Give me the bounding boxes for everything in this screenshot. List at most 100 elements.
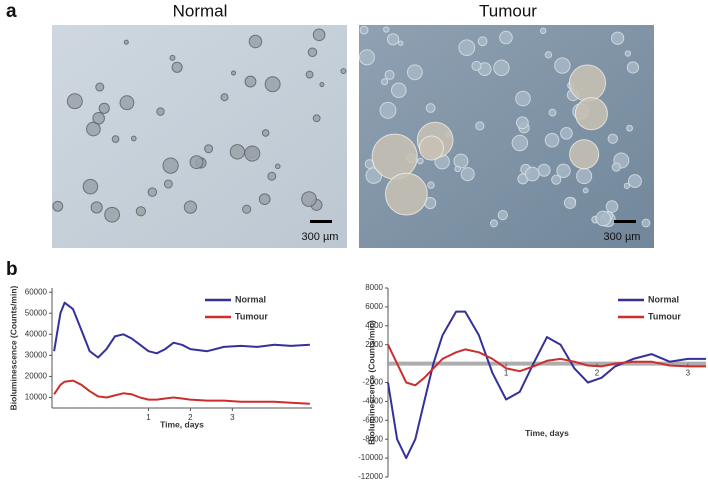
cell	[595, 210, 612, 227]
cell	[111, 135, 120, 143]
scale-label: 300 µm	[302, 231, 339, 243]
cell	[381, 78, 389, 86]
x-tick-label: 1	[504, 369, 509, 378]
y-tick-label: 40000	[25, 329, 48, 338]
cell	[163, 179, 173, 189]
cell	[244, 75, 257, 88]
x-axis-title: Time, days	[525, 428, 569, 438]
cell	[204, 144, 214, 154]
cell	[248, 34, 263, 49]
y-tick-label: -2000	[363, 378, 384, 387]
cell	[244, 145, 261, 162]
cell	[569, 139, 600, 170]
x-axis-title: Time, days	[160, 419, 204, 429]
scale-label: 300 µm	[604, 231, 641, 243]
cell	[554, 57, 571, 74]
series-line	[387, 344, 706, 387]
micrograph-background	[52, 25, 347, 248]
cell	[301, 191, 317, 207]
cell	[371, 133, 418, 180]
cell	[95, 82, 105, 92]
cell	[460, 167, 475, 182]
cell	[458, 39, 476, 57]
x-tick-label: 2	[595, 369, 600, 378]
cell	[119, 95, 135, 111]
cell	[551, 174, 562, 185]
cell	[98, 102, 110, 114]
y-tick-label: 2000	[365, 340, 383, 349]
cell	[544, 132, 560, 148]
image-title: Tumour	[479, 1, 537, 20]
cell	[386, 33, 400, 46]
cell	[183, 200, 198, 214]
cell	[267, 171, 277, 181]
cell	[86, 121, 101, 137]
legend-label: Tumour	[648, 311, 681, 321]
y-tick-label: 6000	[365, 302, 383, 311]
legend-label: Tumour	[235, 311, 268, 321]
cell	[544, 51, 553, 59]
cell	[418, 135, 444, 161]
x-tick-label: 1	[146, 413, 151, 422]
cell	[417, 157, 424, 165]
cell	[454, 165, 461, 173]
y-tick-label: 20000	[25, 372, 48, 381]
cell	[379, 101, 397, 119]
cell	[524, 166, 540, 182]
x-tick-label: 3	[686, 369, 691, 378]
legend-label: Normal	[648, 294, 679, 304]
cell	[319, 82, 325, 88]
cell	[307, 47, 318, 58]
cell	[384, 69, 395, 80]
y-tick-label: -4000	[363, 397, 384, 406]
cell	[359, 25, 369, 35]
cell	[539, 27, 547, 35]
cell	[475, 121, 485, 131]
cell	[626, 61, 640, 74]
y-tick-label: -6000	[363, 415, 384, 424]
cell	[123, 39, 129, 45]
series-line	[53, 301, 310, 359]
cell	[383, 26, 390, 33]
cell	[537, 163, 551, 177]
cell	[147, 187, 158, 197]
scale-bar	[614, 220, 636, 223]
micrograph	[358, 25, 654, 248]
cell	[582, 187, 589, 194]
image-title: Normal	[173, 1, 228, 20]
cell	[242, 204, 252, 214]
cell	[229, 144, 246, 160]
cell	[610, 31, 625, 45]
cell	[340, 68, 347, 75]
cell	[52, 200, 64, 212]
y-tick-label: -8000	[363, 434, 384, 443]
cell	[560, 127, 573, 140]
cell	[162, 157, 179, 174]
y-tick-label: 50000	[25, 308, 48, 317]
cell	[385, 172, 428, 216]
legend-label: Normal	[235, 294, 266, 304]
cell	[135, 206, 146, 217]
panel-label: a	[6, 1, 17, 22]
cell	[576, 168, 593, 185]
micrograph	[52, 25, 347, 248]
cell	[305, 70, 314, 79]
cell	[516, 116, 529, 130]
y-tick-label: 30000	[25, 350, 48, 359]
y-axis-title: Bioluminescence (Counts/min)	[8, 285, 18, 410]
cell	[230, 70, 237, 76]
cell	[312, 28, 326, 42]
cell	[258, 193, 271, 206]
cell	[171, 61, 183, 73]
cell	[358, 49, 375, 66]
x-tick-label: 2	[188, 413, 193, 422]
y-axis-title: Bioluminescence (Counts/min)	[366, 320, 376, 445]
cell	[623, 182, 631, 189]
y-tick-label: -12000	[358, 472, 383, 481]
cell	[104, 206, 121, 223]
cell	[497, 209, 508, 221]
cell	[493, 59, 510, 76]
cell	[568, 64, 607, 102]
y-tick-label: 60000	[25, 287, 48, 296]
y-tick-label: 10000	[25, 393, 48, 402]
